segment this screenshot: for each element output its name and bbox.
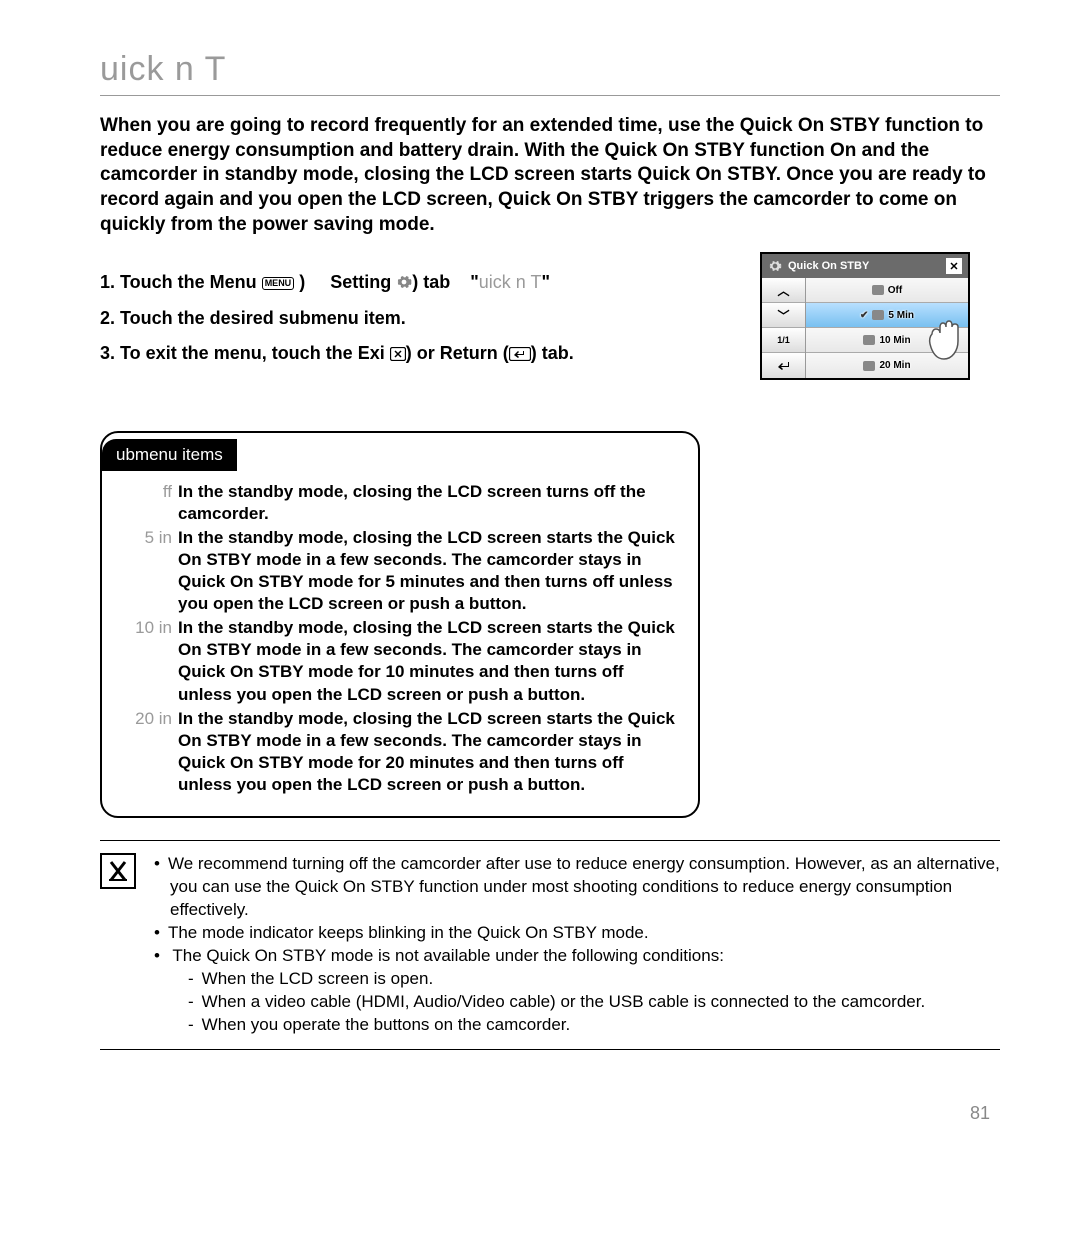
submenu-row: 10 inIn the standby mode, closing the LC… bbox=[124, 617, 676, 705]
menu-icon: MENU bbox=[262, 277, 295, 290]
stby-icon bbox=[863, 361, 875, 371]
osd-title: Quick On STBY bbox=[788, 260, 940, 272]
osd-items-column: Off ✔ 5 Min 10 Min 20 Min bbox=[806, 278, 968, 378]
submenu-row-label: 5 in bbox=[124, 527, 172, 615]
osd-item-label: 5 Min bbox=[888, 310, 914, 321]
note-item: The Quick On STBY mode is not available … bbox=[154, 945, 1000, 1037]
osd-item-label: 10 Min bbox=[879, 335, 910, 346]
step-3: 3. To exit the menu, touch the Exi ) or … bbox=[100, 336, 700, 371]
stby-icon bbox=[872, 310, 884, 320]
note-subitem: When you operate the buttons on the camc… bbox=[188, 1014, 1000, 1037]
return-icon bbox=[509, 347, 531, 361]
step-2-text: Touch the desired submenu item. bbox=[120, 308, 406, 328]
submenu-row-desc: In the standby mode, closing the LCD scr… bbox=[178, 481, 676, 525]
submenu-row-desc: In the standby mode, closing the LCD scr… bbox=[178, 617, 676, 705]
osd-up-button[interactable]: ︿ bbox=[762, 278, 805, 303]
step-3-text-b: or Return bbox=[417, 343, 498, 363]
osd-nav-column: ︿ ﹀ 1/1 bbox=[762, 278, 806, 378]
submenu-row-desc: In the standby mode, closing the LCD scr… bbox=[178, 527, 676, 615]
step-1-text-b: Setting bbox=[330, 272, 391, 292]
step-1-text-a: Touch the Menu bbox=[120, 272, 257, 292]
check-icon: ✔ bbox=[860, 310, 868, 321]
osd-down-button[interactable]: ﹀ bbox=[762, 303, 805, 328]
submenu-row-label: 20 in bbox=[124, 708, 172, 796]
notes-section: We recommend turning off the camcorder a… bbox=[100, 840, 1000, 1050]
note-item: The mode indicator keeps blinking in the… bbox=[154, 922, 1000, 945]
osd-item-label: Off bbox=[888, 285, 902, 296]
exit-icon bbox=[390, 347, 406, 361]
note-subitem: When a video cable (HDMI, Audio/Video ca… bbox=[188, 991, 1000, 1014]
note-subitem: When the LCD screen is open. bbox=[188, 968, 1000, 991]
intro-paragraph: When you are going to record frequently … bbox=[100, 114, 1000, 237]
steps-list: 1. Touch the Menu MENU ) Setting ) tab "… bbox=[100, 265, 700, 370]
osd-return-button[interactable] bbox=[762, 353, 805, 378]
osd-menu-item[interactable]: Off bbox=[806, 278, 968, 303]
submenu-row: 20 inIn the standby mode, closing the LC… bbox=[124, 708, 676, 796]
osd-menu-item[interactable]: ✔ 5 Min bbox=[806, 303, 968, 328]
osd-page-indicator: 1/1 bbox=[762, 328, 805, 353]
step-3-text-a: To exit the menu, touch the Exi bbox=[120, 343, 385, 363]
step-2: 2. Touch the desired submenu item. bbox=[100, 301, 700, 336]
step-3-text-c: tab. bbox=[542, 343, 574, 363]
gear-icon bbox=[396, 274, 412, 290]
osd-menu-item[interactable]: 10 Min bbox=[806, 328, 968, 353]
osd-menu-item[interactable]: 20 Min bbox=[806, 353, 968, 378]
osd-close-icon[interactable]: ✕ bbox=[946, 258, 962, 274]
note-sublist: When the LCD screen is open. When a vide… bbox=[170, 968, 1000, 1037]
submenu-row-label: ff bbox=[124, 481, 172, 525]
osd-item-label: 20 Min bbox=[879, 360, 910, 371]
osd-menu: Quick On STBY ✕ ︿ ﹀ 1/1 Off ✔ 5 Min 10 Min 2… bbox=[760, 252, 970, 380]
stby-icon bbox=[863, 335, 875, 345]
gear-icon bbox=[768, 259, 782, 273]
notes-list: We recommend turning off the camcorder a… bbox=[154, 853, 1000, 1037]
note-item-text: The Quick On STBY mode is not available … bbox=[172, 946, 724, 965]
step-1: 1. Touch the Menu MENU ) Setting ) tab "… bbox=[100, 265, 700, 300]
page-number: 81 bbox=[970, 1103, 990, 1124]
submenu-row-desc: In the standby mode, closing the LCD scr… bbox=[178, 708, 676, 796]
submenu-row: 5 inIn the standby mode, closing the LCD… bbox=[124, 527, 676, 615]
submenu-row-label: 10 in bbox=[124, 617, 172, 705]
submenu-box: ubmenu items ffIn the standby mode, clos… bbox=[100, 431, 700, 818]
step-1-text-c: tab bbox=[423, 272, 450, 292]
note-item: We recommend turning off the camcorder a… bbox=[154, 853, 1000, 922]
osd-header: Quick On STBY ✕ bbox=[762, 254, 968, 278]
section-title: uick n T bbox=[100, 50, 1000, 96]
note-icon bbox=[100, 853, 136, 889]
submenu-tab-label: ubmenu items bbox=[102, 439, 237, 471]
stby-icon bbox=[872, 285, 884, 295]
step-1-text-d: uick n T bbox=[479, 272, 542, 292]
submenu-row: ffIn the standby mode, closing the LCD s… bbox=[124, 481, 676, 525]
